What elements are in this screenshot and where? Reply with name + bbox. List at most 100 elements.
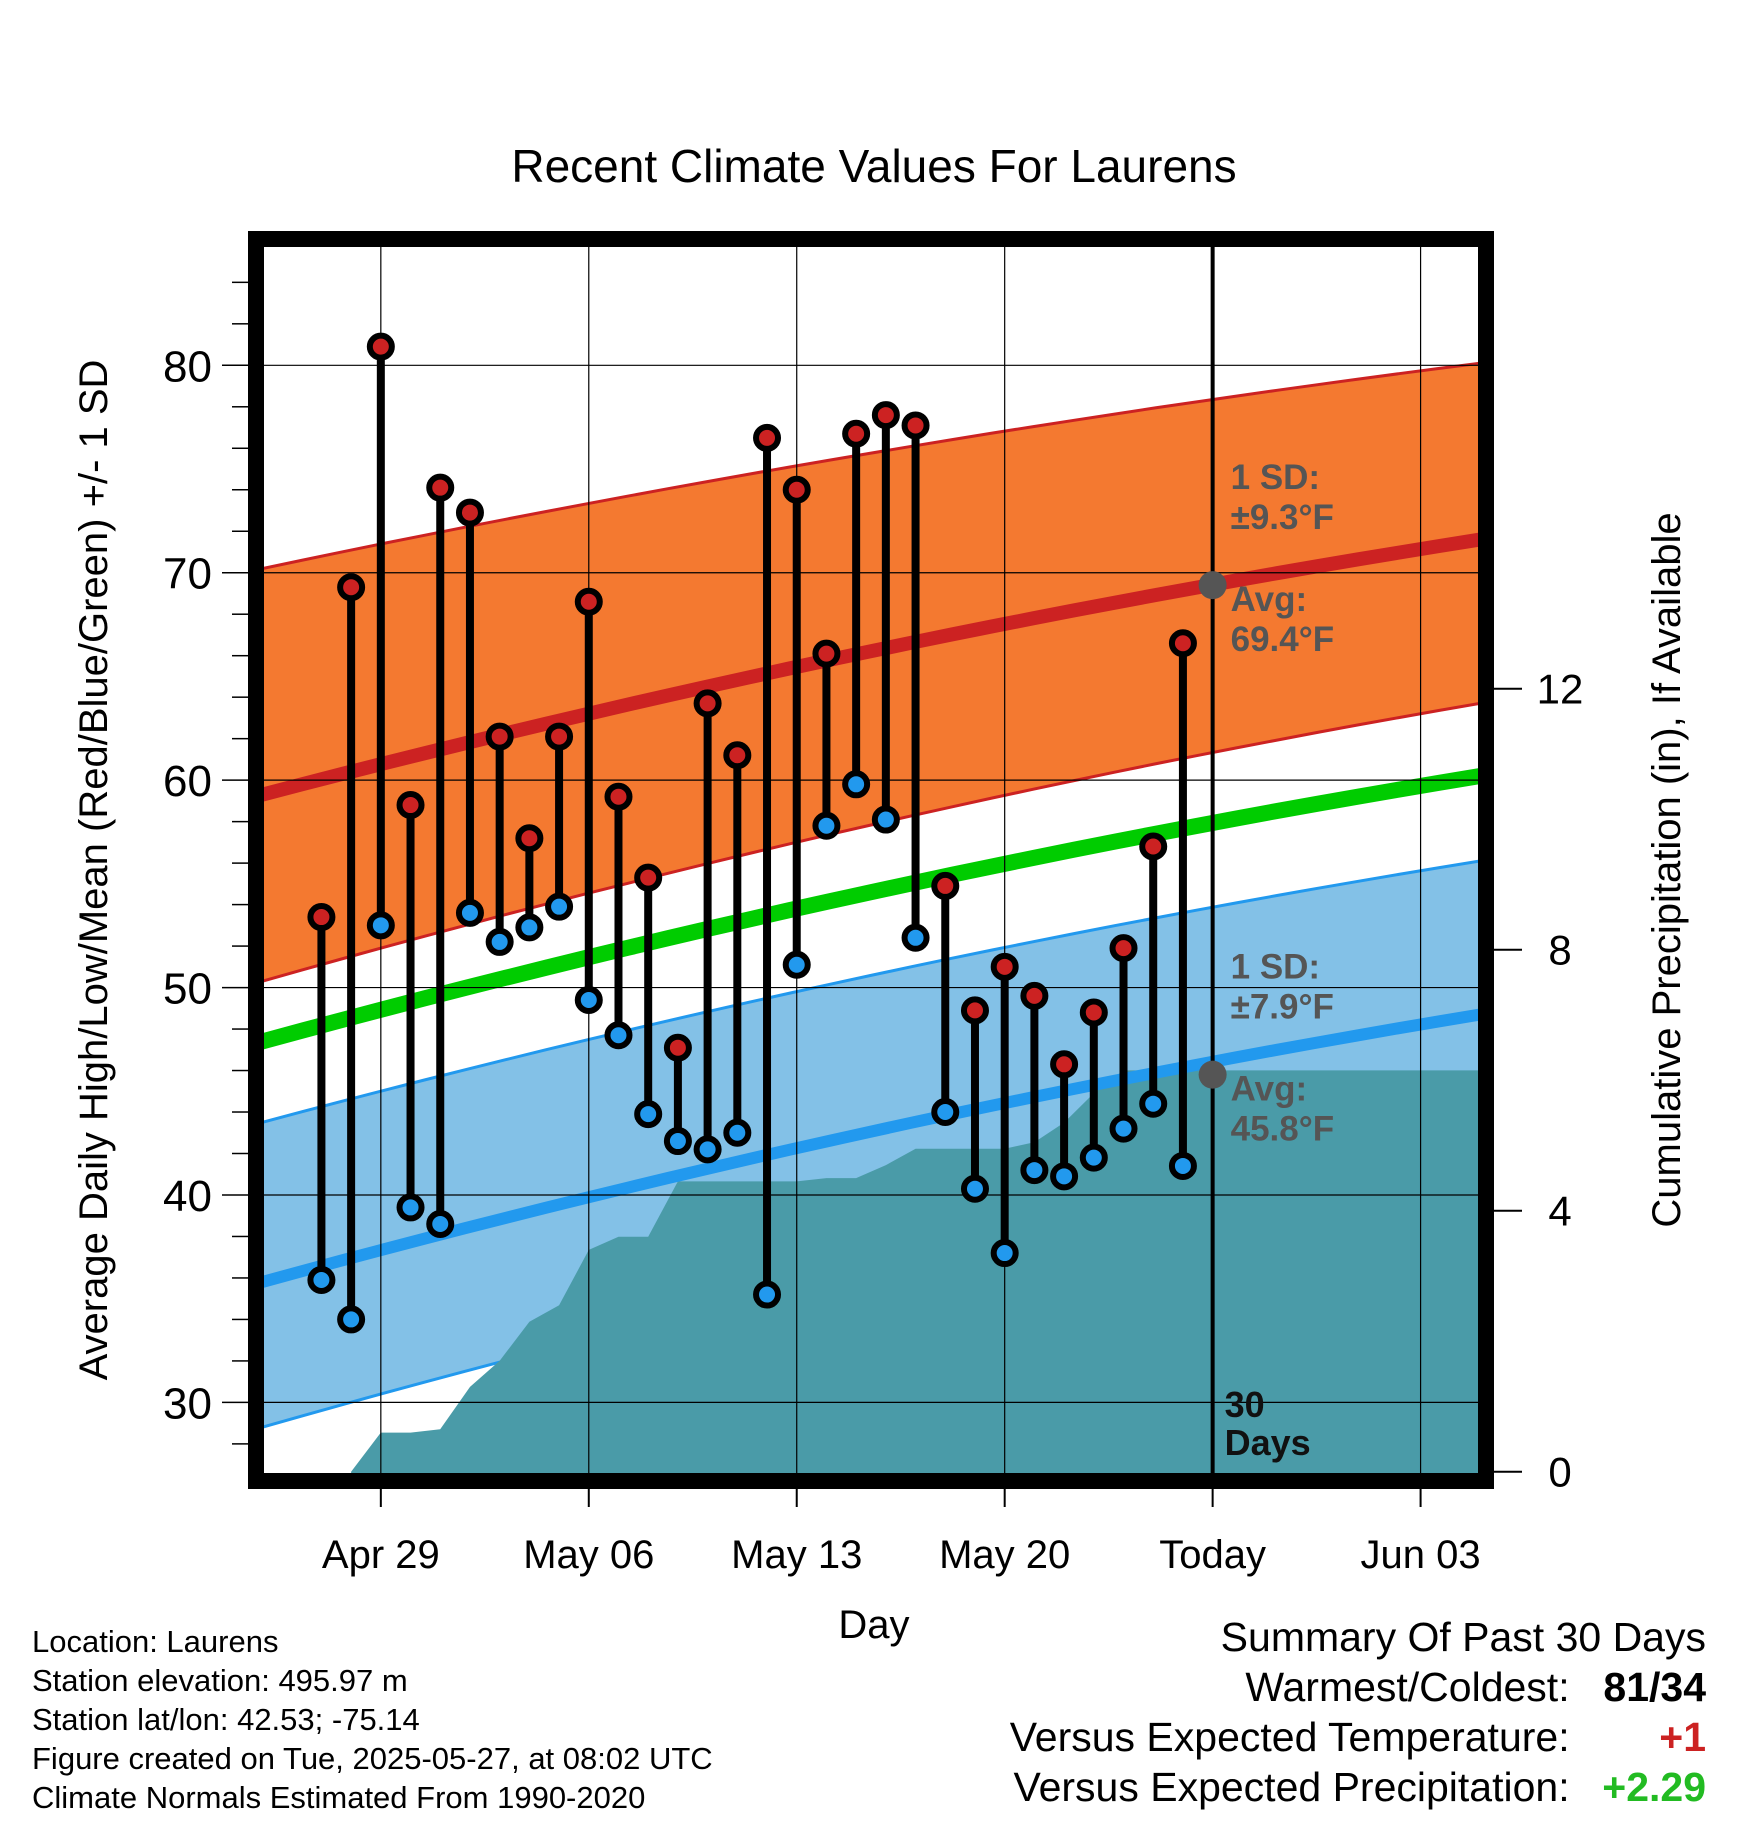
normal-low-line [262, 1008, 1480, 1288]
daily-high-point [515, 824, 544, 853]
daily-high-point [485, 722, 514, 751]
daily-high-point [990, 952, 1019, 981]
daily-high-point [1020, 981, 1049, 1010]
daily-low-point [990, 1239, 1019, 1268]
y2-tick-label: 12 [1537, 666, 1584, 713]
days-label-count: 30 [1225, 1384, 1265, 1425]
daily-low-point [366, 911, 395, 940]
daily-low-point [901, 923, 930, 952]
daily-high-point [634, 863, 663, 892]
daily-low-point [574, 986, 603, 1015]
high-avg-marker [1198, 571, 1227, 600]
daily-low-point [426, 1210, 455, 1239]
location-text: Location: Laurens [32, 1624, 279, 1659]
precipitation-area [351, 1070, 1480, 1475]
high-sd-value: ±9.3°F [1231, 498, 1334, 537]
created-text: Figure created on Tue, 2025-05-27, at 08… [32, 1741, 713, 1776]
high-sd-band [262, 363, 1480, 982]
daily-low-point [960, 1174, 989, 1203]
x-axis-label: Day [838, 1603, 909, 1647]
high-sd-upper-edge [262, 361, 1480, 571]
summary-panel: Summary Of Past 30 Days Warmest/Coldest:… [1010, 1612, 1706, 1812]
daily-high-point [337, 573, 366, 602]
normals-text: Climate Normals Estimated From 1990-2020 [32, 1780, 646, 1815]
daily-high-point [960, 996, 989, 1025]
y2-tick-label: 8 [1548, 927, 1571, 974]
latlon-text: Station lat/lon: 42.53; -75.14 [32, 1702, 420, 1737]
warmest-coldest-value: 81/34 [1603, 1664, 1706, 1710]
daily-high-point [782, 475, 811, 504]
daily-low-point [723, 1118, 752, 1147]
daily-low-point [931, 1098, 960, 1127]
daily-high-point [307, 903, 336, 932]
daily-low-point [545, 892, 574, 921]
daily-low-point [396, 1193, 425, 1222]
y-tick-label: 80 [163, 342, 212, 391]
days-label-unit: Days [1225, 1422, 1311, 1463]
daily-low-point [812, 811, 841, 840]
daily-high-point [396, 791, 425, 820]
daily-low-point [1050, 1162, 1079, 1191]
daily-low-point [485, 927, 514, 956]
daily-high-point [1050, 1050, 1079, 1079]
daily-low-point [871, 805, 900, 834]
y-tick-label: 50 [163, 965, 212, 1014]
daily-high-point [931, 871, 960, 900]
daily-low-point [1139, 1089, 1168, 1118]
daily-low-point [782, 950, 811, 979]
daily-high-point [1079, 998, 1108, 1027]
x-tick-label: Jun 03 [1361, 1533, 1481, 1577]
x-tick-label: May 06 [523, 1533, 654, 1577]
low-avg-marker [1198, 1060, 1227, 1089]
summary-title: Summary Of Past 30 Days [1220, 1614, 1706, 1660]
daily-low-point [307, 1266, 336, 1295]
y-tick-label: 70 [163, 550, 212, 599]
daily-high-point [812, 639, 841, 668]
station-info: Location: Laurens Station elevation: 495… [32, 1622, 713, 1817]
y-tick-label: 40 [163, 1172, 212, 1221]
daily-low-point [634, 1100, 663, 1129]
daily-high-point [1109, 934, 1138, 963]
high-sd-label: 1 SD: [1231, 458, 1320, 497]
y-tick-label: 60 [163, 757, 212, 806]
daily-low-point [1168, 1151, 1197, 1180]
daily-high-point [455, 498, 484, 527]
high-avg-label: Avg: [1231, 580, 1307, 619]
daily-low-point [1079, 1143, 1108, 1172]
low-sd-upper-edge [262, 859, 1480, 1124]
daily-low-point [337, 1305, 366, 1334]
low-avg-label: Avg: [1231, 1070, 1307, 1109]
y-axis-label: Average Daily High/Low/Mean (Red/Blue/Gr… [72, 360, 116, 1381]
daily-high-point [663, 1033, 692, 1062]
warmest-coldest-label: Warmest/Coldest: [1245, 1664, 1570, 1710]
daily-low-point [663, 1127, 692, 1156]
elevation-text: Station elevation: 495.97 m [32, 1663, 408, 1698]
temperature-departure-row: Versus Expected Temperature: +1 [1010, 1712, 1706, 1762]
low-avg-value: 45.8°F [1231, 1110, 1335, 1149]
daily-high-point [545, 722, 574, 751]
low-sd-value: ±7.9°F [1231, 988, 1334, 1027]
x-tick-label: Apr 29 [322, 1533, 440, 1577]
temperature-departure-label: Versus Expected Temperature: [1009, 1714, 1570, 1760]
temperature-departure-value: +1 [1659, 1714, 1706, 1760]
x-tick-label: May 13 [731, 1533, 862, 1577]
daily-high-point [842, 419, 871, 448]
daily-low-point [1109, 1114, 1138, 1143]
daily-high-point [366, 332, 395, 361]
daily-low-point [693, 1135, 722, 1164]
y2-tick-label: 4 [1548, 1188, 1571, 1235]
daily-low-point [604, 1021, 633, 1050]
daily-low-point [515, 913, 544, 942]
daily-high-point [604, 782, 633, 811]
y2-tick-label: 0 [1548, 1449, 1571, 1496]
high-avg-value: 69.4°F [1231, 620, 1335, 659]
daily-high-point [1139, 832, 1168, 861]
y-tick-label: 30 [163, 1379, 212, 1428]
precipitation-departure-value: +2.29 [1602, 1764, 1706, 1810]
y2-axis-label: Cumulative Precipitation (in), If Availa… [1645, 512, 1689, 1227]
warmest-coldest-row: Warmest/Coldest: 81/34 [1010, 1662, 1706, 1712]
low-sd-label: 1 SD: [1231, 948, 1320, 987]
